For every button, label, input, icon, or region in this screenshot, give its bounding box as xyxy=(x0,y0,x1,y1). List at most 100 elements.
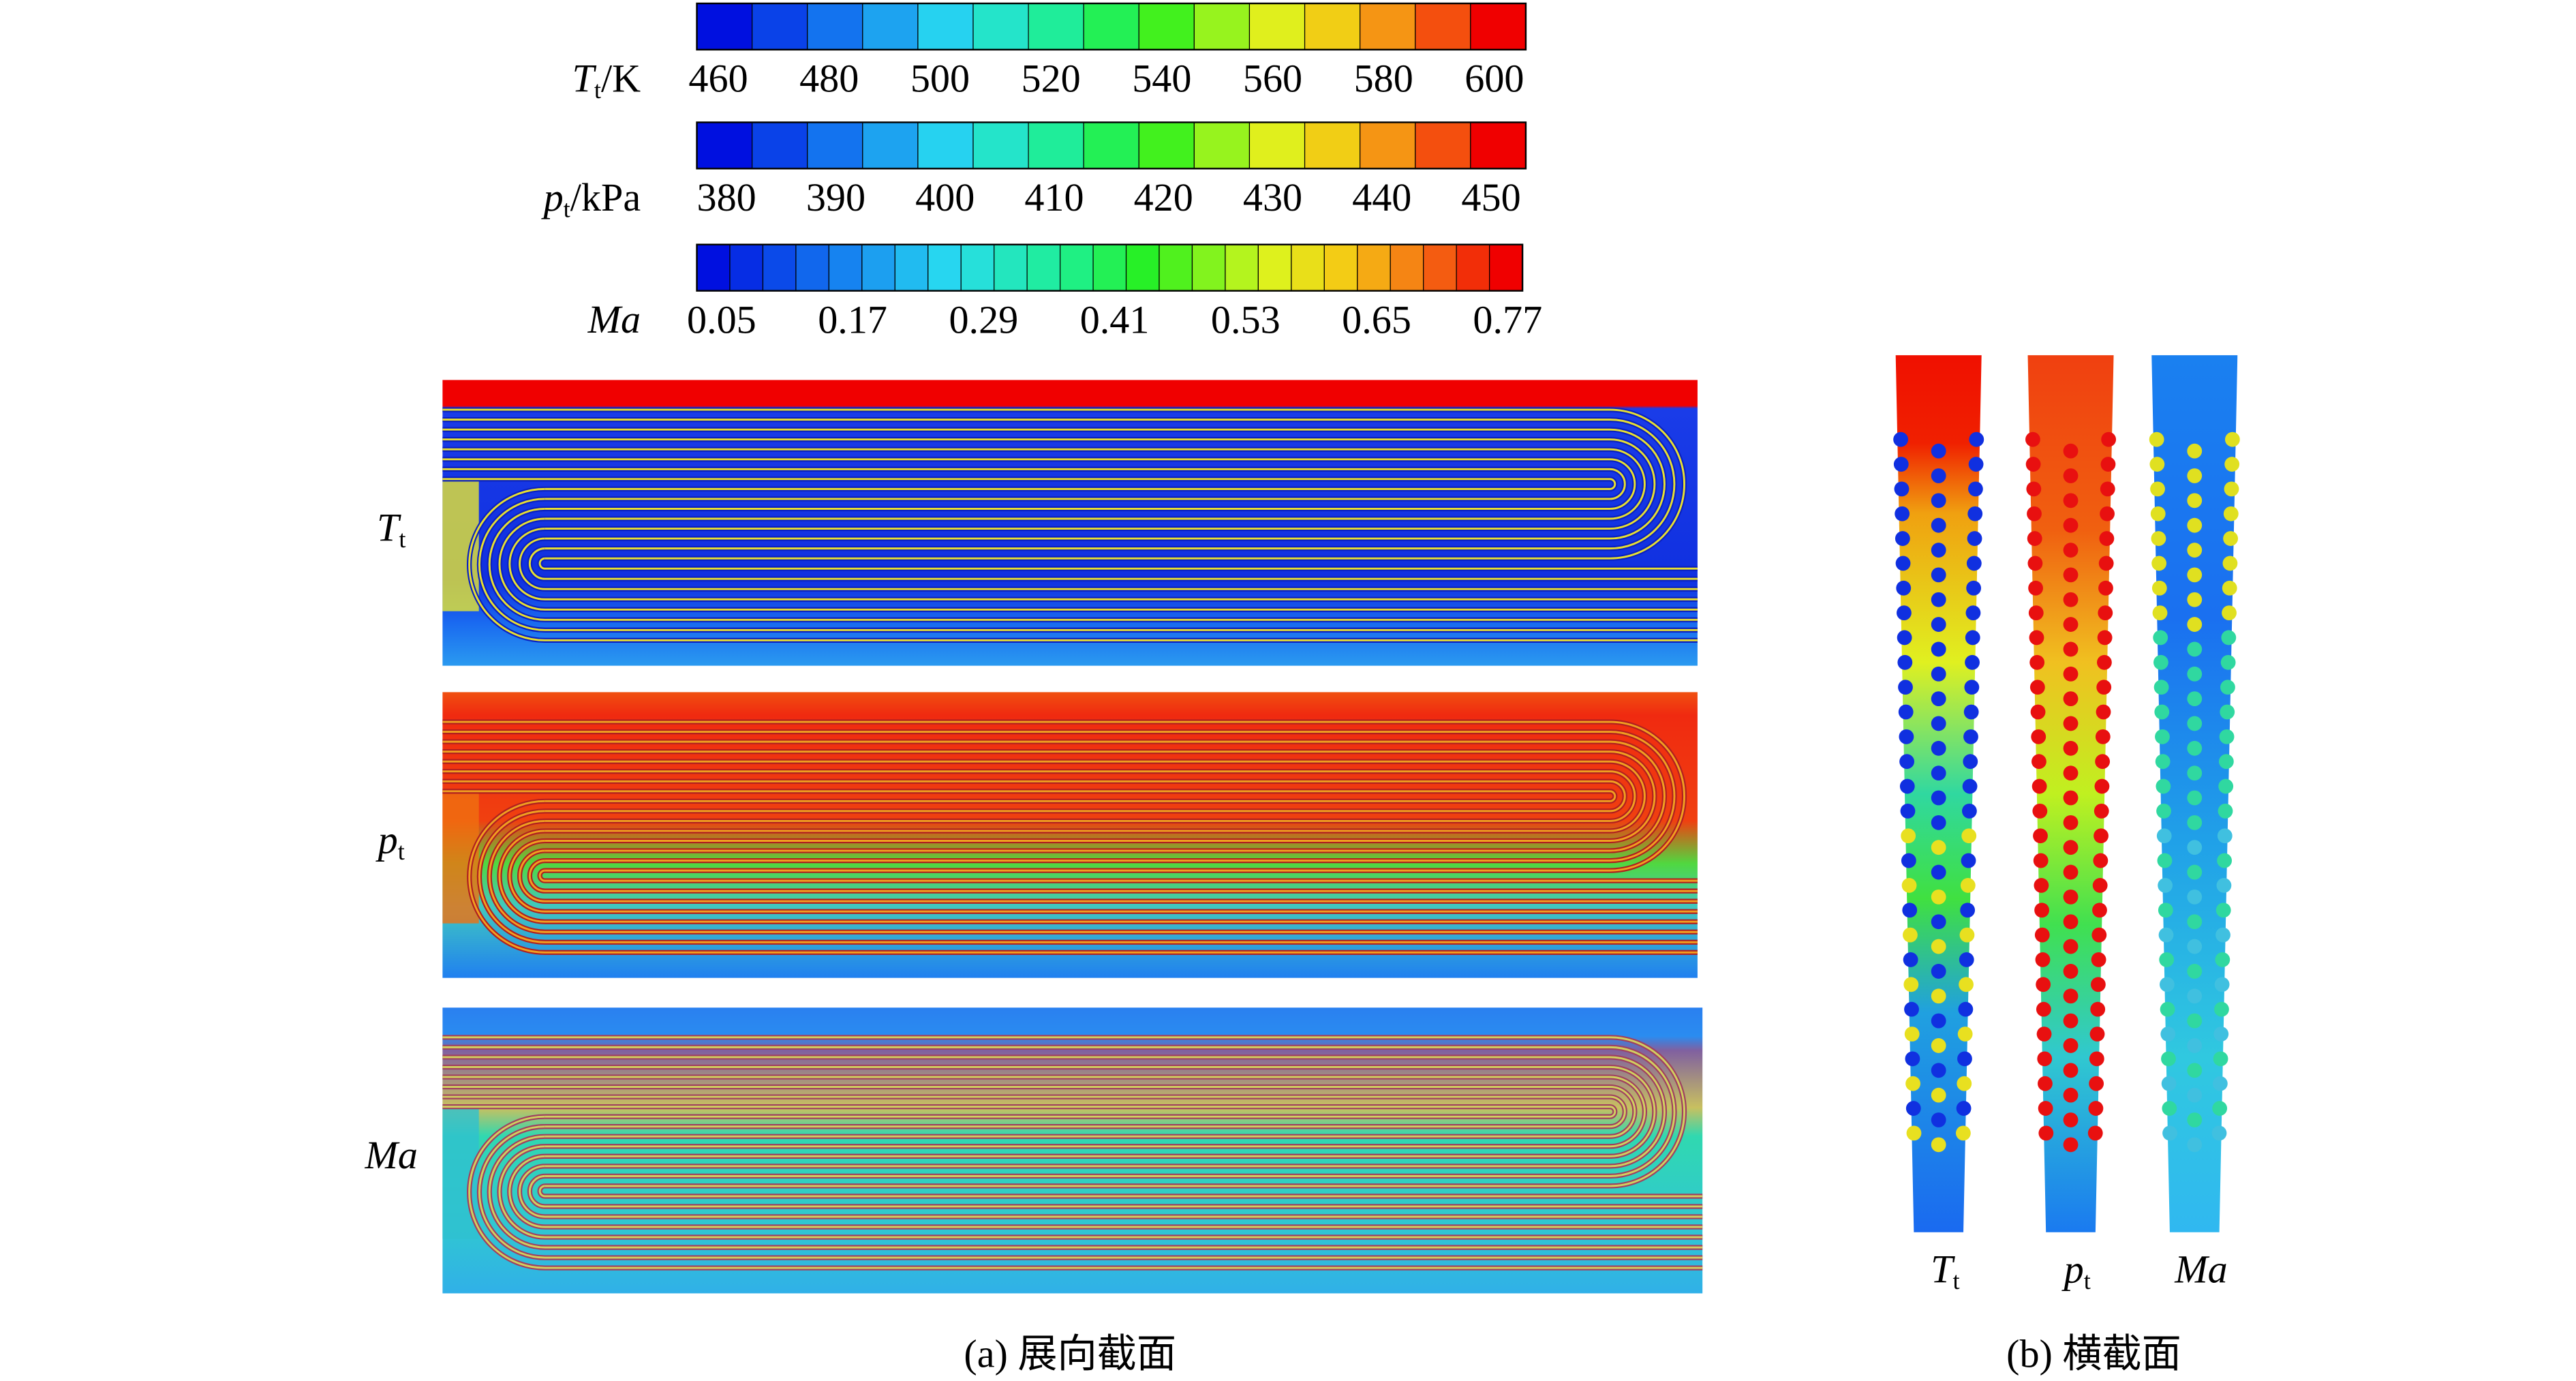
tube-section xyxy=(2098,556,2114,571)
colorbar-segment xyxy=(1390,244,1424,292)
tube-core xyxy=(442,478,1616,490)
tube-section xyxy=(2101,431,2117,447)
tube-section xyxy=(2155,754,2171,770)
tube-section xyxy=(1895,531,1910,546)
tube-section xyxy=(2217,853,2233,868)
tube-section xyxy=(2159,952,2175,967)
tube-section xyxy=(2187,543,2203,558)
tube-section xyxy=(2214,977,2230,992)
colorbar-segment xyxy=(1360,121,1416,169)
symbol: p xyxy=(2061,1247,2084,1292)
variable-label: Ma xyxy=(2174,1247,2228,1292)
tube-section xyxy=(2092,878,2108,893)
tube-section xyxy=(2162,1101,2177,1116)
tube-section xyxy=(2216,878,2232,893)
tube-section xyxy=(1931,1087,1946,1103)
tube-section xyxy=(1899,754,1914,770)
colorbar-tick-label: 0.17 xyxy=(818,297,887,342)
colorbar-tick-label: 580 xyxy=(1354,57,1413,101)
tube-section xyxy=(2187,468,2203,483)
colorbar-tick-label: 0.53 xyxy=(1211,297,1281,342)
tube-core xyxy=(528,1174,1703,1208)
tube-section xyxy=(2089,1051,2104,1067)
tube-section xyxy=(2092,902,2107,918)
colorbar-tick-label: 450 xyxy=(1461,175,1520,219)
tube-section xyxy=(2151,556,2167,571)
tube-section xyxy=(2187,939,2203,954)
colorbar-segment xyxy=(1060,244,1094,292)
tube-section xyxy=(2187,790,2203,806)
tube-section xyxy=(2153,680,2169,695)
colorbar-segment xyxy=(1248,121,1306,169)
tube-section xyxy=(2187,1063,2203,1078)
colorbar-tick-label: 0.05 xyxy=(687,297,756,342)
tube-section xyxy=(2153,654,2168,670)
tube-core xyxy=(442,408,1685,560)
colorbar-tick-label: 0.65 xyxy=(1342,297,1411,342)
tube-core xyxy=(528,860,1698,892)
tube-section xyxy=(2031,754,2046,770)
tube-section xyxy=(1904,1001,1919,1017)
tube-section xyxy=(1957,1027,1973,1042)
tube-section xyxy=(1965,605,1981,621)
tube-core xyxy=(442,1095,1626,1128)
tube-section xyxy=(2063,790,2079,806)
tube-section xyxy=(2063,1038,2079,1053)
symbol: Ma xyxy=(2174,1247,2228,1292)
tube-section xyxy=(1960,902,1976,918)
tube-core xyxy=(442,468,1626,500)
tube-section xyxy=(2038,1076,2053,1091)
colorbar-segment xyxy=(752,3,808,50)
tube-section xyxy=(2063,1087,2079,1103)
tube-core xyxy=(478,810,1698,943)
colorbar-segment xyxy=(696,121,753,169)
tube-section xyxy=(2211,1125,2227,1141)
tube-section xyxy=(2187,1087,2203,1103)
tube-core xyxy=(442,731,1676,862)
tube-core xyxy=(442,770,1636,822)
tube-section xyxy=(1895,506,1910,521)
colorbar-segment xyxy=(1360,3,1416,50)
tube-section xyxy=(1905,1101,1921,1116)
tube-section xyxy=(1963,729,1978,744)
tube-section xyxy=(2187,517,2203,533)
colorbar-segment xyxy=(1028,121,1084,169)
tube-section xyxy=(2036,1001,2051,1017)
tube-section xyxy=(2033,828,2048,844)
tube-section xyxy=(2187,443,2203,459)
tube-section xyxy=(1931,493,1946,509)
tube-section xyxy=(2026,481,2042,497)
tube-section xyxy=(1961,853,1976,868)
tube-section xyxy=(2218,778,2234,794)
symbol: Ma xyxy=(365,1133,418,1177)
colorbar-segment xyxy=(1415,3,1471,50)
tube-section xyxy=(2215,952,2230,967)
tube-section xyxy=(2063,988,2079,1004)
colorbar-segment xyxy=(1415,121,1471,169)
tube-section xyxy=(2025,431,2040,447)
tube-section xyxy=(2029,680,2045,695)
variable-label: Ma xyxy=(365,1133,418,1177)
colorbar-tick-label: 0.77 xyxy=(1473,297,1542,342)
tube-core xyxy=(508,840,1698,913)
tube-section xyxy=(1965,630,1980,646)
unit: /kPa xyxy=(570,175,641,219)
colorbar-segment xyxy=(696,244,731,292)
tube-section xyxy=(2063,641,2079,657)
tube-section xyxy=(1931,543,1946,558)
colorbar-segment xyxy=(807,3,863,50)
tube-section xyxy=(1966,556,1982,571)
tube-section xyxy=(2063,1137,2079,1153)
colorbar-segment xyxy=(762,244,797,292)
tube-section xyxy=(2154,704,2170,720)
tube-section xyxy=(2158,902,2173,918)
tube-section xyxy=(1902,902,1918,918)
tube-section xyxy=(1931,666,1946,682)
tube-section xyxy=(2063,740,2079,756)
colorbar-segment xyxy=(795,244,829,292)
colorbar-segment xyxy=(1138,121,1195,169)
tube-core xyxy=(519,849,1698,902)
tube-section xyxy=(1960,878,1976,893)
colorbar-segment xyxy=(1304,3,1361,50)
tube-section xyxy=(2187,765,2203,781)
